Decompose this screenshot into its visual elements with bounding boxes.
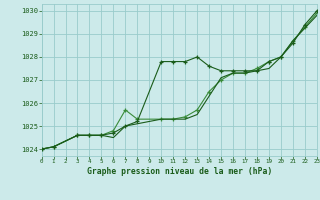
- X-axis label: Graphe pression niveau de la mer (hPa): Graphe pression niveau de la mer (hPa): [87, 167, 272, 176]
